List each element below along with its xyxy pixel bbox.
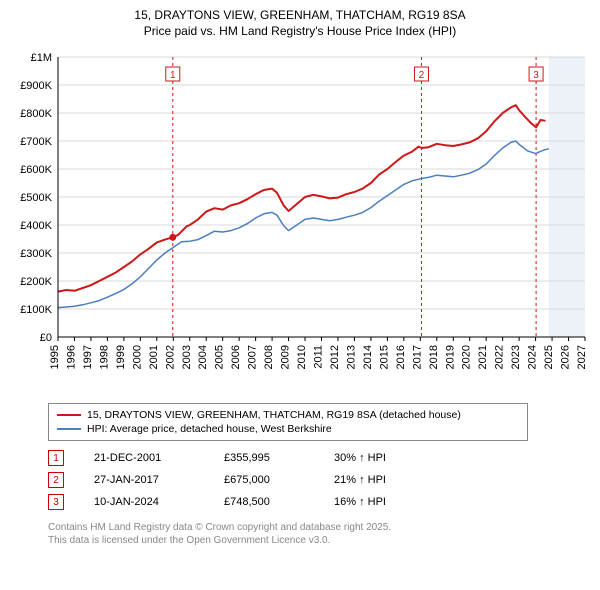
marker-date: 27-JAN-2017 <box>94 474 194 486</box>
svg-text:2009: 2009 <box>280 345 292 369</box>
svg-text:2026: 2026 <box>560 345 572 369</box>
svg-text:£200K: £200K <box>20 276 52 288</box>
marker-pct: 30% ↑ HPI <box>334 452 434 464</box>
svg-text:2027: 2027 <box>576 345 588 369</box>
svg-text:£1M: £1M <box>31 52 52 64</box>
svg-text:1999: 1999 <box>115 345 127 369</box>
svg-text:2005: 2005 <box>214 345 226 369</box>
svg-text:2019: 2019 <box>444 345 456 369</box>
legend-swatch <box>57 428 81 430</box>
svg-text:£600K: £600K <box>20 164 52 176</box>
svg-text:2024: 2024 <box>527 345 539 369</box>
marker-row: 2 27-JAN-2017 £675,000 21% ↑ HPI <box>48 469 528 491</box>
marker-badge: 2 <box>48 472 64 488</box>
svg-text:1996: 1996 <box>65 345 77 369</box>
svg-text:£400K: £400K <box>20 220 52 232</box>
svg-text:£0: £0 <box>40 332 52 344</box>
svg-text:2008: 2008 <box>263 345 275 369</box>
marker-badge: 1 <box>48 450 64 466</box>
line-chart-svg: 1 2 3 £0 £100K £200K £300K £400K £500K £600K £700K… <box>10 47 590 397</box>
marker-pct: 16% ↑ HPI <box>334 496 434 508</box>
chart-area: 1 2 3 £0 £100K £200K £300K £400K £500K £600K £700K… <box>10 47 590 397</box>
svg-text:2003: 2003 <box>181 345 193 369</box>
svg-text:2012: 2012 <box>329 345 341 369</box>
svg-text:2013: 2013 <box>345 345 357 369</box>
marker-table: 1 21-DEC-2001 £355,995 30% ↑ HPI 2 27-JA… <box>48 447 528 513</box>
svg-text:2016: 2016 <box>395 345 407 369</box>
svg-text:2006: 2006 <box>230 345 242 369</box>
svg-text:2: 2 <box>419 70 425 81</box>
svg-text:2017: 2017 <box>411 345 423 369</box>
svg-text:2020: 2020 <box>461 345 473 369</box>
footer-line: Contains HM Land Registry data © Crown c… <box>48 521 590 534</box>
marker-date: 10-JAN-2024 <box>94 496 194 508</box>
svg-text:2000: 2000 <box>131 345 143 369</box>
svg-text:2025: 2025 <box>543 345 555 369</box>
svg-text:2023: 2023 <box>510 345 522 369</box>
svg-text:2011: 2011 <box>313 345 325 369</box>
svg-text:1: 1 <box>170 70 176 81</box>
svg-text:£500K: £500K <box>20 192 52 204</box>
svg-text:2002: 2002 <box>164 345 176 369</box>
legend-label: 15, DRAYTONS VIEW, GREENHAM, THATCHAM, R… <box>87 409 461 421</box>
svg-text:1997: 1997 <box>82 345 94 369</box>
svg-text:2004: 2004 <box>197 345 209 369</box>
svg-text:1995: 1995 <box>49 345 61 369</box>
legend-item: HPI: Average price, detached house, West… <box>57 422 519 436</box>
svg-text:£900K: £900K <box>20 80 52 92</box>
svg-text:2018: 2018 <box>428 345 440 369</box>
svg-text:£800K: £800K <box>20 108 52 120</box>
marker-date: 21-DEC-2001 <box>94 452 194 464</box>
legend-swatch <box>57 414 81 416</box>
svg-text:2010: 2010 <box>296 345 308 369</box>
svg-text:2021: 2021 <box>477 345 489 369</box>
svg-text:£300K: £300K <box>20 248 52 260</box>
title-line-1: 15, DRAYTONS VIEW, GREENHAM, THATCHAM, R… <box>10 8 590 24</box>
footer-attribution: Contains HM Land Registry data © Crown c… <box>48 521 590 547</box>
title-line-2: Price paid vs. HM Land Registry's House … <box>10 24 590 40</box>
marker-badge: 3 <box>48 494 64 510</box>
svg-text:2014: 2014 <box>362 345 374 369</box>
svg-text:2022: 2022 <box>494 345 506 369</box>
marker-row: 3 10-JAN-2024 £748,500 16% ↑ HPI <box>48 491 528 513</box>
svg-text:2007: 2007 <box>247 345 259 369</box>
svg-text:£100K: £100K <box>20 304 52 316</box>
footer-line: This data is licensed under the Open Gov… <box>48 534 590 547</box>
svg-text:3: 3 <box>533 70 539 81</box>
marker-price: £355,995 <box>224 452 304 464</box>
svg-text:1998: 1998 <box>98 345 110 369</box>
legend-item: 15, DRAYTONS VIEW, GREENHAM, THATCHAM, R… <box>57 408 519 422</box>
svg-text:£700K: £700K <box>20 136 52 148</box>
legend: 15, DRAYTONS VIEW, GREENHAM, THATCHAM, R… <box>48 403 528 441</box>
marker-pct: 21% ↑ HPI <box>334 474 434 486</box>
title-area: 15, DRAYTONS VIEW, GREENHAM, THATCHAM, R… <box>0 0 600 43</box>
svg-text:2001: 2001 <box>148 345 160 369</box>
svg-text:2015: 2015 <box>378 345 390 369</box>
marker-price: £748,500 <box>224 496 304 508</box>
marker-row: 1 21-DEC-2001 £355,995 30% ↑ HPI <box>48 447 528 469</box>
chart-container: 15, DRAYTONS VIEW, GREENHAM, THATCHAM, R… <box>0 0 600 590</box>
marker-price: £675,000 <box>224 474 304 486</box>
legend-label: HPI: Average price, detached house, West… <box>87 423 332 435</box>
